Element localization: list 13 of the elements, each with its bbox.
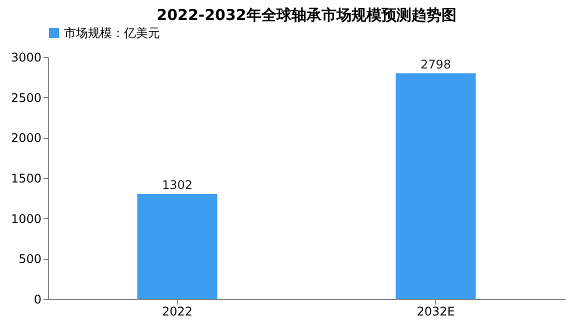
y-tick-label: 1500: [10, 172, 42, 186]
legend-label: 市场规模：亿美元: [64, 26, 160, 40]
x-tick-label: 2032E: [416, 304, 455, 318]
y-tick-label: 0: [34, 292, 42, 306]
y-tick-label: 500: [18, 252, 42, 266]
chart-title: 2022-2032年全球轴承市场规模预测趋势图: [156, 6, 456, 24]
y-tick-label: 3000: [10, 50, 42, 64]
y-tick-label: 2000: [10, 131, 42, 146]
y-tick-label: 1000: [10, 212, 42, 226]
data-label: 2798: [420, 57, 452, 72]
y-tick-label: 2500: [10, 90, 42, 105]
x-tick-label: 2022: [162, 304, 193, 318]
data-label: 1302: [162, 178, 193, 192]
